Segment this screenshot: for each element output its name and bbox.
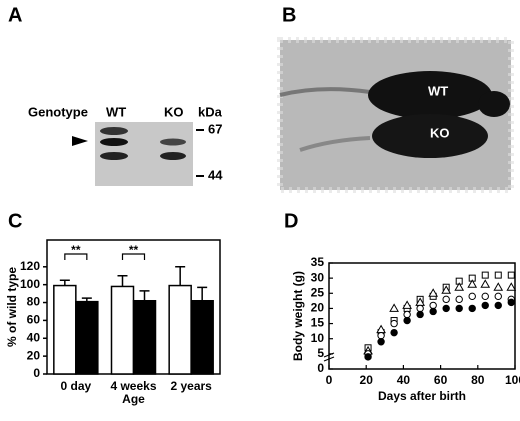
point [428, 288, 439, 297]
point [416, 310, 424, 319]
y-tick-label: 10 [311, 331, 325, 345]
error-bar [59, 279, 70, 286]
point [376, 324, 386, 334]
point [468, 292, 476, 301]
bar [168, 284, 192, 375]
x-tick-label: 100 [505, 373, 520, 387]
x-tick-label: 0 [326, 373, 333, 387]
point [377, 331, 385, 340]
bar [53, 284, 77, 375]
x-tick-label: 4 weeks [110, 379, 156, 393]
point [454, 282, 465, 291]
bar [75, 300, 99, 375]
y-tick-label: 15 [311, 316, 325, 330]
point [403, 316, 411, 325]
point [389, 303, 399, 312]
photo-label: WT [428, 83, 448, 98]
bar [190, 299, 214, 375]
y-tick-label: 25 [311, 285, 325, 299]
x-tick-label: 40 [397, 373, 411, 387]
point [507, 271, 515, 279]
x-tick-label: 2 years [170, 379, 212, 393]
significance-bracket [121, 253, 146, 260]
point [494, 292, 502, 301]
plot-frame [328, 262, 516, 370]
error-bar [117, 274, 128, 287]
significance: ** [71, 243, 81, 257]
point [390, 319, 398, 328]
point [481, 292, 489, 301]
point [364, 353, 372, 361]
y-axis-label: Body weight (g) [291, 271, 305, 361]
bar [132, 299, 157, 375]
significance-bracket [64, 253, 88, 260]
point [494, 271, 502, 279]
y-tick-label: 40 [27, 330, 41, 344]
significance: ** [129, 243, 139, 257]
y-tick-label: 0 [33, 366, 40, 380]
y-tick-label: 60 [27, 313, 41, 327]
y-tick-label: 100 [20, 277, 40, 291]
x-axis-label: Age [122, 392, 145, 406]
point [467, 279, 478, 288]
y-tick-label: 20 [27, 348, 41, 362]
bar [110, 285, 135, 375]
point [429, 301, 437, 310]
row-title: Genotype [28, 104, 88, 119]
photo [277, 37, 514, 193]
x-tick-label: 60 [434, 373, 448, 387]
photo-label: KO [430, 125, 450, 140]
y-tick-label: 5 [317, 346, 324, 360]
point [442, 295, 450, 304]
marker-label: 44 [208, 167, 223, 182]
x-tick-label: 80 [471, 373, 485, 387]
lane-label: WT [106, 104, 126, 119]
point [480, 279, 491, 288]
point [390, 328, 398, 337]
axis-break [323, 352, 335, 362]
point [455, 295, 463, 304]
y-axis-label: % of wild type [5, 267, 19, 347]
point [442, 304, 450, 313]
x-tick-label: 0 day [60, 379, 91, 393]
error-bar [139, 290, 150, 301]
point [416, 304, 424, 313]
blot [72, 122, 204, 186]
y-tick-label: 120 [20, 259, 40, 273]
point [481, 271, 489, 279]
point [507, 298, 515, 307]
y-tick-label: 80 [27, 295, 41, 309]
error-bar [175, 266, 186, 286]
error-bar [81, 297, 92, 302]
point [403, 310, 411, 319]
error-bar [197, 286, 208, 301]
point [402, 300, 412, 309]
panel-label: A [8, 4, 22, 26]
point [455, 304, 463, 313]
point [481, 301, 489, 310]
y-tick-label: 0 [317, 361, 324, 375]
panel-label: D [284, 210, 298, 232]
marker-label: 67 [208, 121, 222, 136]
point [377, 338, 385, 346]
panel-label: C [8, 210, 22, 232]
unit: kDa [198, 104, 223, 119]
point [506, 282, 517, 291]
point [494, 301, 502, 310]
x-axis-label: Days after birth [378, 389, 466, 403]
lane-label: KO [164, 104, 184, 119]
point [493, 282, 504, 291]
point [441, 285, 452, 294]
point [468, 304, 476, 313]
x-tick-label: 20 [360, 373, 374, 387]
panel-label: B [282, 4, 296, 26]
y-tick-label: 30 [311, 270, 325, 284]
y-tick-label: 20 [311, 301, 325, 315]
y-tick-label: 35 [311, 255, 325, 269]
point [429, 307, 437, 316]
